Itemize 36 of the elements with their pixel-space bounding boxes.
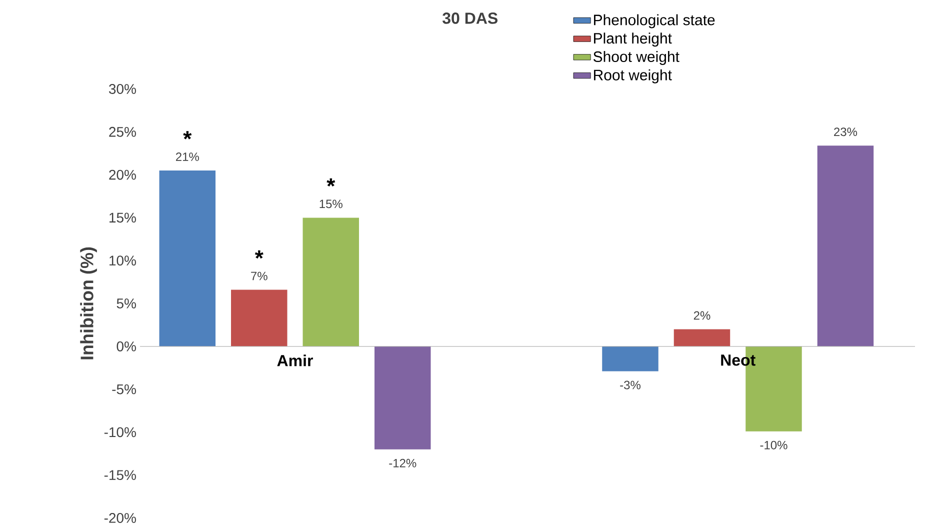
x-tick-label: Amir (277, 354, 313, 366)
y-tick-label: -20% (104, 513, 136, 523)
data-label: 15% (320, 200, 342, 208)
bar (374, 346, 431, 450)
bar (159, 170, 216, 346)
legend-label: Phenological state (594, 14, 715, 28)
annotation: * (326, 178, 336, 187)
bar (302, 218, 359, 346)
data-label: -10% (760, 440, 788, 450)
legend-label: Root weight (594, 69, 672, 84)
chart-title: 30 DAS (442, 12, 498, 24)
data-label: -3% (620, 380, 640, 390)
y-tick-label: 25% (109, 126, 136, 137)
y-tick-label: 30% (108, 84, 136, 94)
bar (674, 329, 730, 346)
y-tick-label: 20% (109, 170, 136, 180)
data-label: 21% (176, 152, 199, 161)
y-tick-label: -15% (104, 470, 136, 480)
bar (231, 290, 288, 346)
y-axis-title: Inhibition (%) (80, 247, 97, 360)
data-label: 2% (694, 311, 710, 320)
data-label: -12% (389, 458, 416, 468)
legend-label: Plant height (594, 32, 672, 47)
annotation: * (254, 250, 264, 259)
y-tick-label: 0% (116, 341, 136, 352)
y-tick-label: 5% (116, 298, 136, 308)
y-tick-label: -5% (112, 384, 136, 394)
legend-label: Shoot weight (593, 50, 680, 65)
bar (817, 146, 874, 346)
y-tick-label: 10% (110, 256, 136, 266)
y-tick-label: 15% (110, 212, 136, 223)
bar (602, 346, 658, 372)
data-label: 7% (251, 272, 268, 280)
annotation: * (183, 131, 192, 140)
y-tick-label: -10% (104, 427, 136, 438)
data-label: 23% (834, 128, 858, 136)
